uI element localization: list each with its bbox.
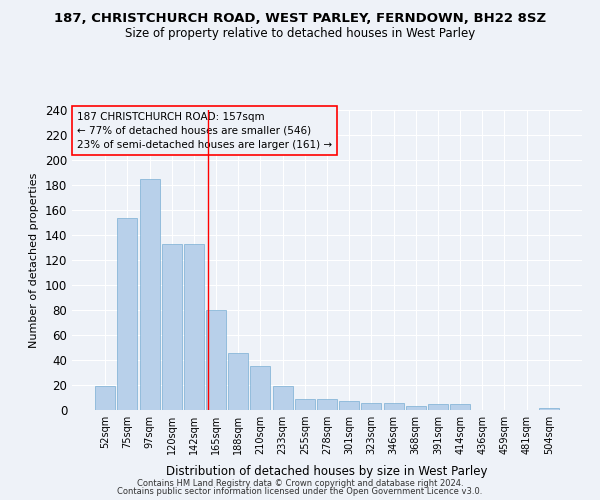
Text: 187, CHRISTCHURCH ROAD, WEST PARLEY, FERNDOWN, BH22 8SZ: 187, CHRISTCHURCH ROAD, WEST PARLEY, FER… <box>54 12 546 26</box>
Text: Size of property relative to detached houses in West Parley: Size of property relative to detached ho… <box>125 28 475 40</box>
Bar <box>339 401 359 410</box>
X-axis label: Distribution of detached houses by size in West Parley: Distribution of detached houses by size … <box>166 466 488 478</box>
Bar <box>206 310 226 410</box>
Y-axis label: Number of detached properties: Number of detached properties <box>29 172 39 348</box>
Bar <box>539 408 559 410</box>
Bar <box>162 244 182 410</box>
Bar <box>428 404 448 410</box>
Bar <box>295 399 315 410</box>
Text: Contains HM Land Registry data © Crown copyright and database right 2024.: Contains HM Land Registry data © Crown c… <box>137 478 463 488</box>
Text: 187 CHRISTCHURCH ROAD: 157sqm
← 77% of detached houses are smaller (546)
23% of : 187 CHRISTCHURCH ROAD: 157sqm ← 77% of d… <box>77 112 332 150</box>
Bar <box>383 402 404 410</box>
Bar <box>317 399 337 410</box>
Bar <box>95 386 115 410</box>
Bar <box>184 244 204 410</box>
Bar <box>140 179 160 410</box>
Bar <box>272 386 293 410</box>
Bar <box>228 352 248 410</box>
Bar <box>250 366 271 410</box>
Text: Contains public sector information licensed under the Open Government Licence v3: Contains public sector information licen… <box>118 487 482 496</box>
Bar <box>118 218 137 410</box>
Bar <box>406 406 426 410</box>
Bar <box>361 402 382 410</box>
Bar <box>450 404 470 410</box>
